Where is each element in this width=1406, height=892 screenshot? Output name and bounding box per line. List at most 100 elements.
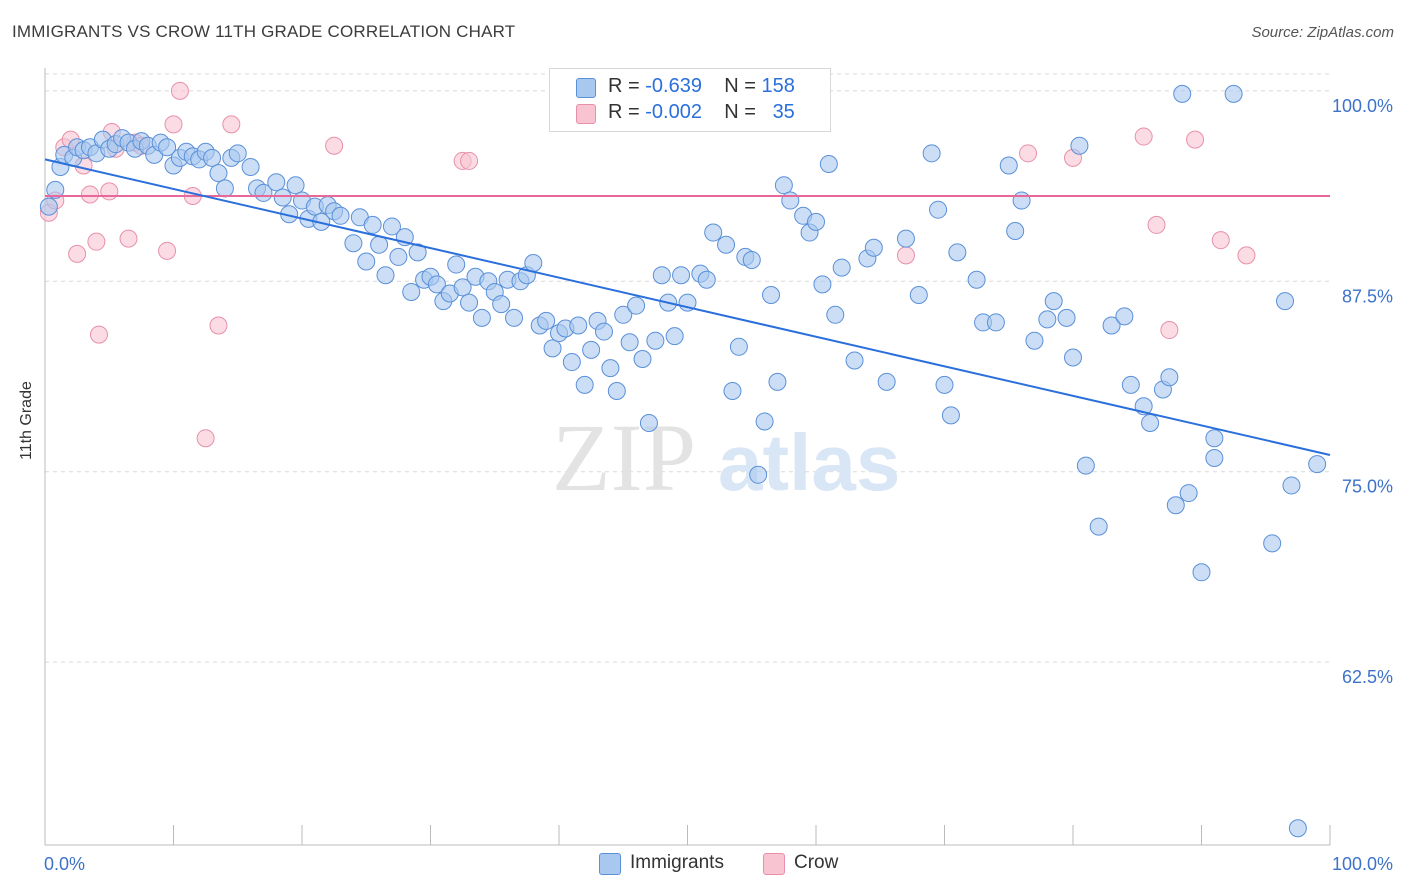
crow-point — [896, 246, 915, 265]
crow-point — [209, 316, 228, 335]
immigrants-point — [614, 305, 633, 324]
immigrants-point — [39, 197, 58, 216]
immigrants-point — [1160, 368, 1179, 387]
y-tick-label: 75.0% — [1342, 477, 1393, 497]
immigrants-point — [832, 258, 851, 277]
immigrants-point — [254, 183, 273, 202]
immigrants-point — [1006, 222, 1025, 241]
immigrants-point — [273, 188, 292, 207]
immigrants-point — [543, 339, 562, 358]
immigrants-point — [665, 327, 684, 346]
tick-labels: 100.0% 87.5% 75.0% 62.5% 0.0% 100.0% — [44, 96, 1393, 874]
immigrants-point — [1166, 496, 1185, 515]
immigrants-point — [46, 180, 65, 199]
immigrants-legend-swatch — [599, 853, 621, 875]
immigrants-point — [845, 351, 864, 370]
immigrants-point — [1141, 413, 1160, 432]
immigrants-point — [472, 308, 491, 327]
immigrants-point — [986, 313, 1005, 332]
crow-point — [1186, 130, 1205, 149]
crow-point — [119, 229, 138, 248]
immigrants-point — [505, 308, 524, 327]
immigrants-point — [241, 158, 260, 177]
immigrants-point — [896, 229, 915, 248]
legend-r-label: R = — [608, 75, 640, 97]
immigrants-point — [607, 381, 626, 400]
immigrants-point — [537, 311, 556, 330]
immigrants-point — [594, 322, 613, 341]
immigrants-point — [1038, 310, 1057, 329]
immigrants-point — [774, 176, 793, 195]
immigrants-point — [447, 255, 466, 274]
immigrants-point — [402, 282, 421, 301]
crow-point — [80, 185, 99, 204]
immigrants-point — [1012, 191, 1031, 210]
immigrants-point — [524, 254, 543, 273]
immigrants-point — [755, 412, 774, 431]
immigrants-point — [389, 247, 408, 266]
immigrants-point — [742, 250, 761, 269]
legend-n-label: N = — [724, 101, 756, 123]
immigrants-point — [864, 238, 883, 257]
correlation-legend: R = -0.639 N = 158 R = -0.002 N = 35 — [549, 68, 831, 132]
immigrants-point — [209, 164, 228, 183]
immigrants-point — [601, 359, 620, 378]
immigrants-point — [967, 270, 986, 289]
immigrants-point — [1102, 316, 1121, 335]
immigrants-point — [582, 340, 601, 359]
legend-n-value: 35 — [772, 101, 795, 123]
trend-lines — [44, 158, 1331, 456]
immigrants-point — [575, 375, 594, 394]
immigrants-point — [331, 206, 350, 225]
axes — [44, 68, 1331, 846]
x-tick-label: 100.0% — [1332, 854, 1393, 874]
immigrants-point — [562, 353, 581, 372]
crow-legend-swatch — [763, 853, 785, 875]
immigrants-point — [228, 144, 247, 163]
x-tick-label: 0.0% — [44, 854, 85, 874]
immigrants-point — [1064, 348, 1082, 367]
immigrants-point — [1121, 375, 1140, 394]
immigrants-point — [376, 266, 395, 285]
crow-point — [1237, 246, 1256, 265]
immigrants-point — [1044, 292, 1063, 311]
crow-point — [164, 115, 183, 134]
immigrants-point — [1025, 331, 1044, 350]
immigrants-point — [877, 372, 896, 391]
immigrants-point — [382, 217, 401, 236]
immigrants-point — [1224, 84, 1243, 103]
watermark-zip: ZIP — [552, 404, 696, 511]
crow-point — [100, 182, 119, 201]
legend-r-value: -0.639 — [645, 75, 702, 97]
immigrants-point — [929, 200, 948, 219]
immigrants-point — [749, 465, 768, 484]
immigrants-legend-label: Immigrants — [630, 852, 724, 873]
immigrants-point — [492, 295, 511, 314]
y-tick-label: 62.5% — [1342, 667, 1393, 687]
immigrants-point — [215, 179, 234, 198]
immigrants-point — [158, 138, 177, 157]
immigrants-trend-line — [44, 158, 1331, 456]
crow-swatch — [576, 104, 596, 124]
immigrants-point — [1115, 307, 1134, 326]
y-tick-label: 87.5% — [1342, 286, 1393, 306]
legend-r-value: -0.002 — [645, 101, 702, 123]
immigrants-point — [203, 148, 222, 167]
immigrants-point — [344, 234, 363, 253]
crow-point — [1147, 215, 1166, 234]
watermark-atlas: atlas — [718, 418, 900, 507]
immigrants-point — [1057, 308, 1076, 327]
immigrants-point — [620, 333, 639, 352]
y-tick-label: 100.0% — [1332, 96, 1393, 116]
legend-n-value: 158 — [761, 75, 795, 97]
immigrants-point — [922, 144, 941, 163]
immigrants-point — [633, 349, 652, 368]
immigrants-point — [909, 286, 928, 305]
crow-point — [1160, 321, 1179, 340]
crow-legend-label: Crow — [794, 852, 839, 873]
immigrants-point — [1263, 534, 1282, 553]
immigrants-point — [363, 215, 382, 234]
immigrants-point — [704, 223, 723, 242]
crow-point — [1019, 144, 1038, 163]
immigrants-point — [453, 278, 472, 297]
